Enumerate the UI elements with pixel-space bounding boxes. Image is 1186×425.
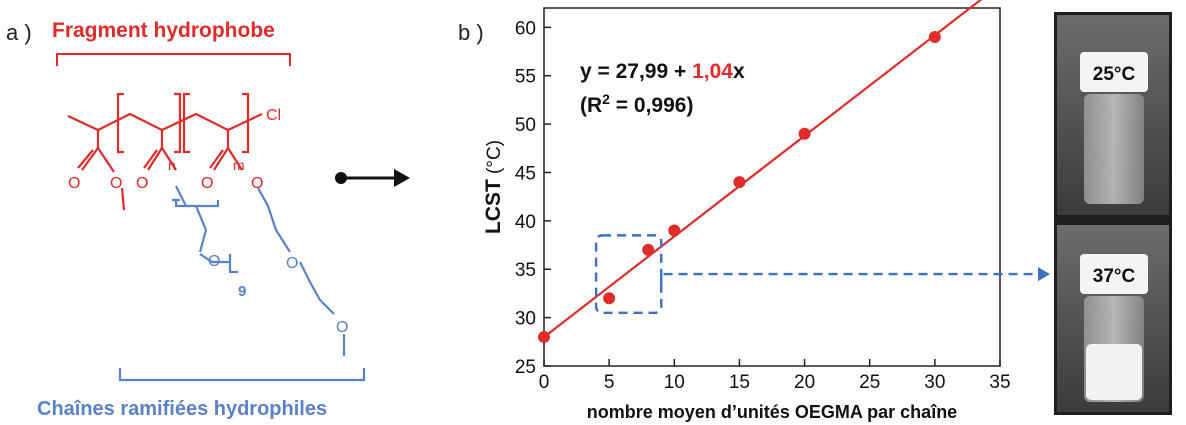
- x-ticks: 0 5 10 15 20 25 30 35: [539, 359, 1011, 393]
- r2-suffix: = 0,996): [610, 94, 693, 117]
- atom-o-2: O: [110, 175, 122, 192]
- y-ticks: 25 30 35 40 45 50 55 60: [515, 18, 551, 378]
- r-squared: (R2 = 0,996): [580, 91, 693, 117]
- polymer-backbone: [67, 92, 263, 211]
- x-tick-label: 0: [539, 372, 550, 393]
- y-tick-label: 40: [515, 212, 536, 233]
- y-tick-label: 60: [515, 18, 536, 39]
- polymer-structure-diagram: O O O O n m Cl O O O O 9: [56, 53, 410, 382]
- regression-equation: y = 27,99 + 1,04x: [580, 60, 745, 83]
- data-point: [603, 292, 616, 305]
- x-tick-label: 30: [924, 372, 945, 393]
- atom-o-blue-3: O: [336, 319, 348, 336]
- vial-cap-top: [1080, 52, 1148, 92]
- y-axis-label: LCST (°C): [482, 140, 505, 234]
- x-axis-label: nombre moyen d’unités OEGMA par chaîne: [587, 402, 957, 422]
- atom-o-3: O: [136, 175, 148, 192]
- fit-line: [543, 0, 983, 338]
- arrow-head-icon: [394, 169, 410, 187]
- lcst-chart: 25 30 35 40 45 50 55 60 0 5 10 15 20 25 30 35 LCST (°C…: [482, 0, 1050, 422]
- data-points: [538, 31, 941, 343]
- vial-photo-panel: 25°C 37°C: [1054, 12, 1172, 415]
- x-tick-label: 25: [859, 372, 880, 393]
- atom-o-blue-2: O: [286, 255, 298, 272]
- vial-bottom-temperature: 37°C: [1093, 266, 1136, 287]
- x-tick-label: 10: [664, 372, 685, 393]
- side-chains: [118, 185, 366, 382]
- x-tick-label: 15: [729, 372, 750, 393]
- vial-body-top: [1084, 94, 1144, 204]
- vial-cap-bottom: [1080, 254, 1148, 294]
- y-tick-label: 55: [515, 67, 536, 88]
- y-tick-label: 45: [515, 163, 536, 184]
- data-point: [798, 127, 811, 140]
- subscript-n: n: [168, 157, 176, 173]
- x-tick-label: 20: [794, 372, 815, 393]
- hydrophobic-fragment-label: Fragment hydrophobe: [52, 19, 275, 42]
- highlight-connector: [660, 272, 1040, 287]
- turbid-solution: [1086, 344, 1142, 400]
- equation-suffix: x: [733, 60, 745, 83]
- y-axis-label-main: LCST: [482, 179, 505, 234]
- x-tick-label: 35: [989, 372, 1010, 393]
- y-tick-label: 35: [515, 260, 536, 281]
- r2-sup: 2: [602, 91, 610, 107]
- atom-o-4: O: [201, 175, 213, 192]
- panel-b-letter: b ): [458, 20, 484, 45]
- highlight-arrow-icon: [1038, 267, 1050, 282]
- y-axis-label-unit: (°C): [484, 140, 505, 179]
- data-point: [642, 243, 655, 256]
- data-point: [668, 224, 681, 237]
- x-tick-label: 5: [604, 372, 615, 393]
- repeat-count-9: 9: [238, 283, 246, 300]
- hydrophilic-chains-label: Chaînes ramifiées hydrophiles: [37, 398, 328, 420]
- atom-o-5: O: [251, 175, 263, 192]
- equation-slope: 1,04: [692, 60, 733, 83]
- panel-a-letter: a ): [6, 20, 32, 45]
- equation-prefix: y = 27,99 +: [580, 60, 692, 83]
- data-point: [538, 330, 550, 343]
- y-tick-label: 25: [515, 357, 536, 378]
- data-point: [733, 176, 746, 189]
- plot-frame: [543, 7, 1001, 367]
- atom-o-blue-1: O: [208, 253, 220, 270]
- vial-top-temperature: 25°C: [1093, 64, 1136, 85]
- r2-prefix: (R: [580, 94, 602, 117]
- highlight-box: [594, 234, 663, 314]
- data-point: [928, 31, 941, 44]
- hydrophobic-bracket: [56, 53, 291, 66]
- vial-photos: 25°C 37°C: [1057, 15, 1169, 412]
- atom-o-1: O: [68, 175, 80, 192]
- y-tick-label: 50: [515, 115, 536, 136]
- y-tick-label: 30: [515, 309, 536, 330]
- atom-cl: Cl: [266, 107, 281, 124]
- subscript-m: m: [233, 157, 245, 173]
